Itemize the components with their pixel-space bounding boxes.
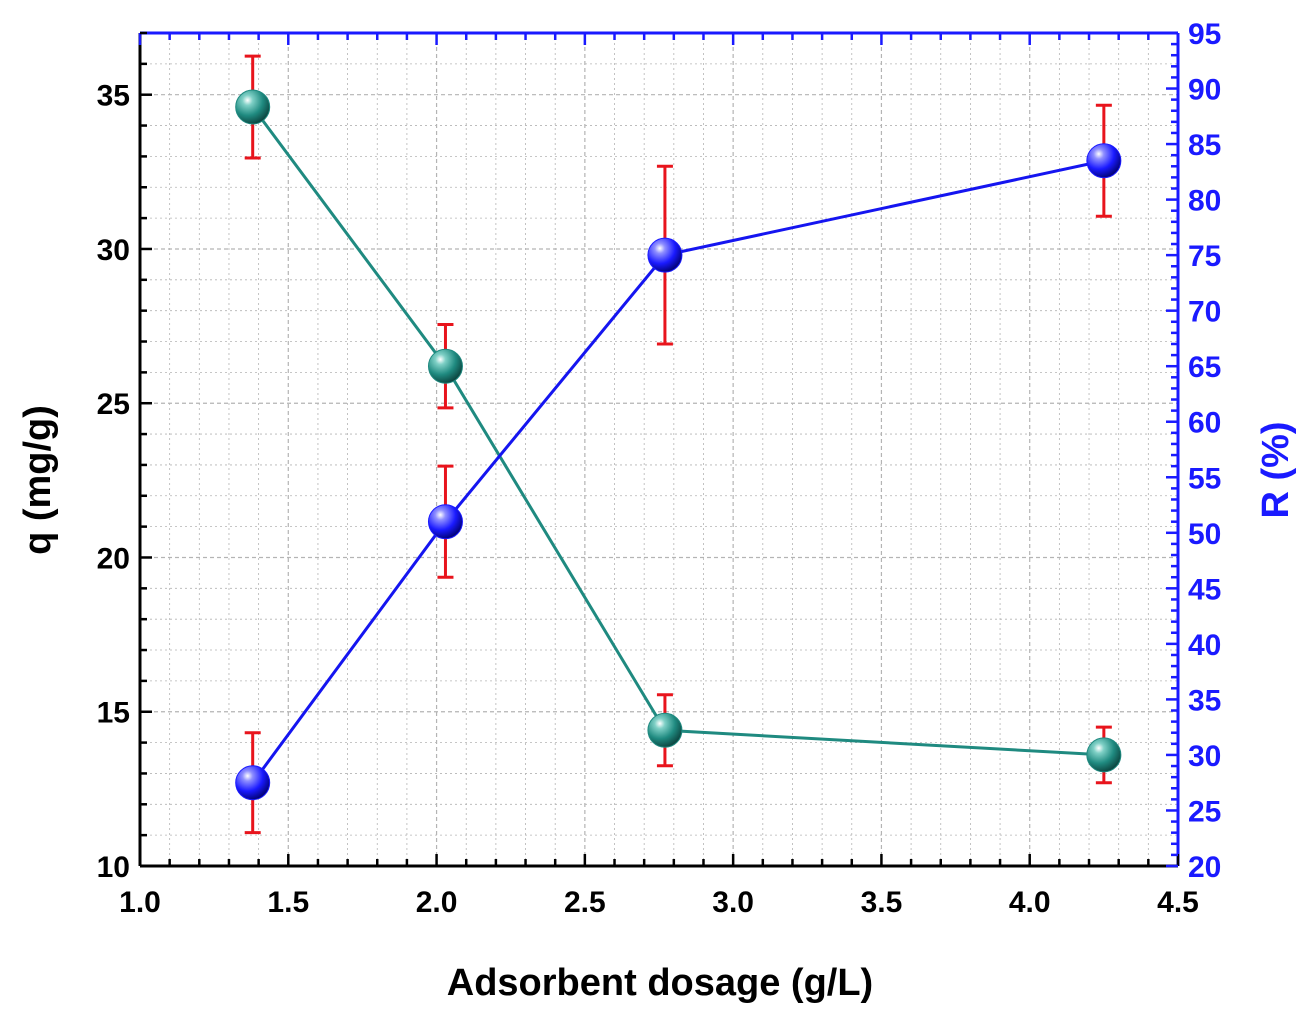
- y2-tick-label: 70: [1188, 296, 1221, 329]
- data-point-q: [1086, 737, 1122, 773]
- grid: [140, 33, 1178, 866]
- y2-tick-label: 30: [1188, 740, 1221, 773]
- y2-tick-label: 65: [1188, 351, 1221, 384]
- y-tick-label: 15: [97, 697, 130, 730]
- data-point-R: [427, 504, 463, 540]
- y-tick-label: 25: [97, 388, 130, 421]
- series-line-R: [251, 159, 1105, 784]
- y2-tick-label: 55: [1188, 462, 1221, 495]
- x-tick-label: 1.5: [267, 886, 309, 919]
- series-line-q: [251, 106, 1104, 757]
- data-point-q: [427, 348, 463, 384]
- y2-tick-label: 90: [1188, 74, 1221, 107]
- y2-tick-label: 40: [1188, 629, 1221, 662]
- y2-tick-label: 45: [1188, 573, 1221, 606]
- y-tick-label: 35: [97, 80, 130, 113]
- data-point-R: [647, 237, 683, 273]
- x-tick-label: 4.0: [1009, 886, 1051, 919]
- data-point-R: [1086, 143, 1122, 179]
- y2-tick-label: 95: [1188, 18, 1221, 51]
- data-point-R: [235, 765, 271, 801]
- x-tick-label: 4.5: [1157, 886, 1199, 919]
- y2-tick-label: 80: [1188, 185, 1221, 218]
- y2-tick-label: 50: [1188, 518, 1221, 551]
- x-tick-label: 3.0: [712, 886, 754, 919]
- x-tick-label: 3.5: [861, 886, 903, 919]
- y2-tick-label: 20: [1188, 851, 1221, 884]
- y2-tick-label: 35: [1188, 684, 1221, 717]
- y2-tick-label: 85: [1188, 129, 1221, 162]
- x-tick-label: 2.0: [416, 886, 458, 919]
- axes: 1.0 1.5 2.0 2.5 3.0 3.5 4.0 4.5 10 15 20 25 30 35 20 25…: [97, 18, 1222, 919]
- y2-axis-title: R (%): [1255, 421, 1297, 518]
- x-tick-label: 1.0: [119, 886, 161, 919]
- data-point-q: [235, 89, 271, 125]
- x-axis-title: Adsorbent dosage (g/L): [447, 962, 873, 1004]
- y-tick-label: 20: [97, 542, 130, 575]
- data-point-q: [647, 712, 683, 748]
- x-tick-label: 2.5: [564, 886, 606, 919]
- y2-tick-label: 60: [1188, 407, 1221, 440]
- y2-tick-label: 25: [1188, 795, 1221, 828]
- y2-tick-label: 75: [1188, 240, 1221, 273]
- y-tick-label: 30: [97, 234, 130, 267]
- plot-series: [235, 54, 1122, 835]
- y-axis-title: q (mg/g): [17, 405, 59, 555]
- y-tick-label: 10: [97, 851, 130, 884]
